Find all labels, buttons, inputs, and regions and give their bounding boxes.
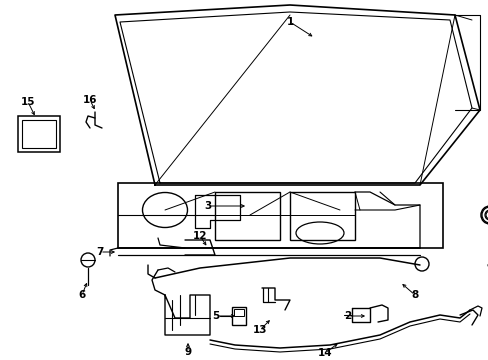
Text: 2: 2: [344, 311, 351, 321]
Text: 3: 3: [204, 201, 211, 211]
Bar: [231, 307, 245, 325]
Text: 8: 8: [410, 290, 418, 300]
Bar: [234, 309, 244, 316]
Text: 4: 4: [486, 260, 488, 270]
Text: 15: 15: [20, 97, 35, 107]
Text: 13: 13: [252, 325, 267, 335]
Text: 9: 9: [184, 347, 191, 357]
Text: 7: 7: [96, 247, 103, 257]
Text: 14: 14: [317, 348, 332, 358]
Bar: [215, 192, 280, 240]
Text: 1: 1: [286, 17, 293, 27]
Bar: [289, 192, 354, 240]
Bar: [18, 116, 60, 152]
Bar: [22, 120, 56, 148]
Text: 5: 5: [212, 311, 219, 321]
Text: 16: 16: [82, 95, 97, 105]
Text: 6: 6: [78, 290, 85, 300]
Bar: [118, 183, 442, 248]
Text: 12: 12: [192, 231, 207, 241]
